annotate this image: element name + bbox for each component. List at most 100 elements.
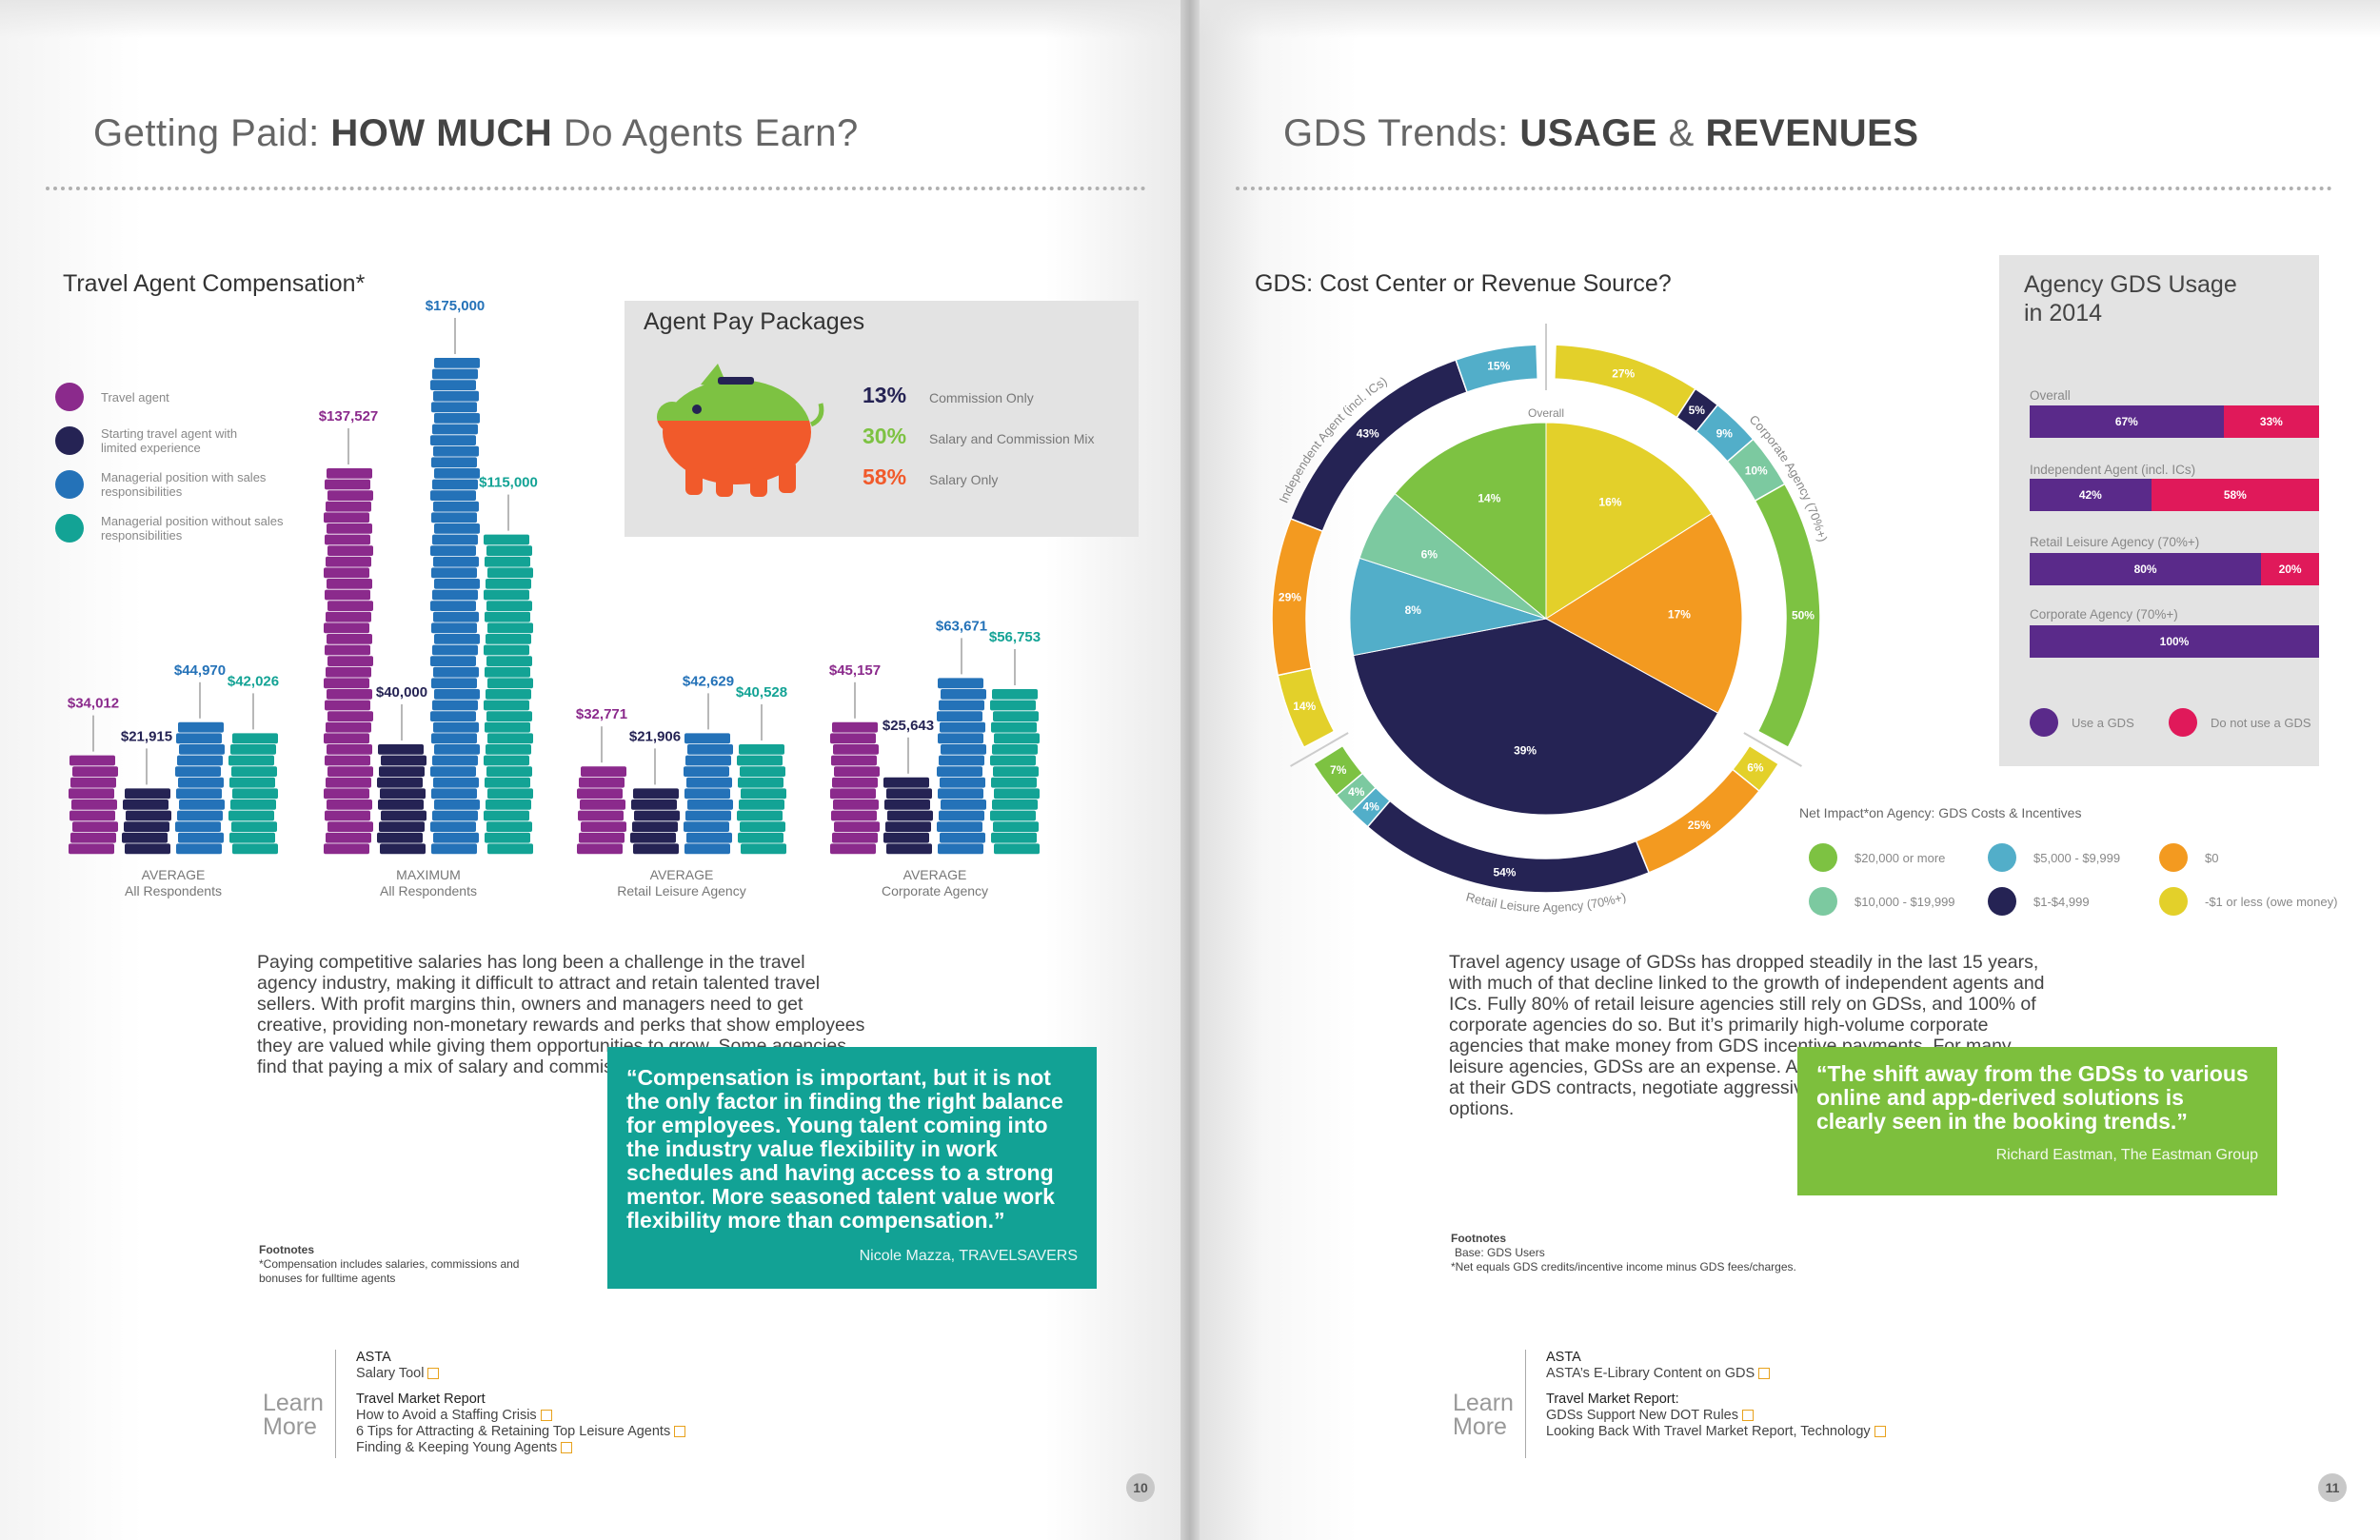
compensation-title: Travel Agent Compensation* [63, 270, 366, 297]
coin [578, 810, 624, 821]
coin [486, 601, 532, 611]
coin [381, 810, 426, 821]
link-young-agents[interactable]: Finding & Keeping Young Agents [356, 1440, 685, 1456]
coin [581, 766, 626, 777]
coin [684, 821, 729, 832]
bar-value-label: $25,643 [883, 718, 934, 734]
bar-0-3 [830, 721, 880, 855]
usage-legend-not: Do not use a GDS [2169, 708, 2311, 737]
coin [231, 821, 277, 832]
ring-slice-label: 54% [1493, 865, 1516, 879]
net-legend-20000: $20,000 or more [1809, 843, 1945, 872]
link-looking-back[interactable]: Looking Back With Travel Market Report, … [1546, 1424, 1886, 1440]
link-elibrary-gds[interactable]: ASTA’s E-Library Content on GDS [1546, 1366, 1886, 1382]
legend-label: Travel agent [101, 389, 169, 405]
legend-dot [2169, 708, 2197, 737]
coin [430, 711, 476, 721]
coin [377, 777, 423, 788]
right-quote-box: “The shift away from the GDSs to various… [1797, 1047, 2277, 1195]
bar-3-1 [484, 534, 533, 855]
coin [69, 755, 115, 766]
ring-slice [1366, 800, 1651, 894]
legend-dot [55, 426, 84, 455]
coin [834, 766, 880, 777]
ring-slice-label: 7% [1330, 763, 1347, 777]
usage-bar-independent: 42% 58% [2030, 479, 2319, 511]
ring-slice-label: 9% [1716, 427, 1734, 441]
coin [434, 523, 480, 534]
coin [228, 810, 274, 821]
coin [741, 788, 786, 800]
pay-pct: 13% [863, 383, 907, 407]
legend-label: $10,000 - $19,999 [1854, 894, 1955, 909]
external-link-icon [561, 1442, 573, 1454]
left-body-text: Paying competitive salaries has long bee… [257, 952, 865, 1077]
bar-value-label: $42,629 [683, 673, 734, 689]
category-label: All Respondents [125, 883, 222, 898]
footnote-text: *Compensation includes salaries, commiss… [259, 1257, 520, 1285]
coin [992, 744, 1038, 755]
link-staffing-crisis[interactable]: How to Avoid a Staffing Crisis [356, 1408, 685, 1424]
right-body-text: Travel agency usage of GDSs has dropped … [1449, 952, 2045, 1119]
coin [991, 777, 1037, 788]
coin [831, 755, 877, 766]
footnote-text: *Net equals GDS credits/incentive income… [1451, 1260, 1796, 1273]
bar-3-0 [228, 733, 278, 855]
coin [486, 634, 531, 644]
coin [686, 832, 732, 843]
coin [325, 589, 370, 601]
coin [485, 666, 530, 678]
coin [432, 368, 478, 380]
bar-value-label: $40,528 [736, 684, 787, 701]
link-top-leisure-agents[interactable]: 6 Tips for Attracting & Retaining Top Le… [356, 1424, 686, 1440]
coin [991, 832, 1037, 843]
coin [325, 644, 370, 656]
inner-slice-label: 16% [1598, 495, 1621, 508]
coin [484, 589, 529, 601]
coin [741, 843, 786, 855]
coin [938, 843, 983, 855]
link-salary-tool[interactable]: Salary Tool [356, 1366, 685, 1382]
piggy-bank-icon [657, 364, 824, 497]
coin [327, 800, 372, 810]
category-label: AVERAGE [903, 867, 967, 882]
link-dot-rules[interactable]: GDSs Support New DOT Rules [1546, 1408, 1886, 1424]
coin [487, 678, 533, 689]
coin [630, 832, 676, 843]
legend-dot [55, 514, 84, 543]
legend-dot [55, 383, 84, 411]
coin [326, 611, 371, 622]
legend-label: Managerial position without sales respon… [101, 514, 284, 543]
coin [684, 733, 730, 744]
coin [485, 721, 530, 733]
gds-donut-chart: 16% 17% 39% 8% 6% 14% Overall 27% 5% 9% 10% 50% 6% 25… [1271, 324, 1831, 915]
coin [685, 810, 731, 821]
usage-seg-not: 33% [2223, 405, 2319, 438]
coin [70, 777, 116, 788]
external-link-icon [540, 1410, 552, 1422]
pay-label: Salary Only [929, 472, 999, 487]
learn-divider [1525, 1350, 1526, 1458]
coin [486, 800, 531, 810]
external-link-icon [427, 1368, 440, 1380]
coin [486, 579, 531, 589]
coin [432, 755, 478, 766]
learn-more-word: Learn [1453, 1390, 1514, 1416]
ring-divider [1290, 732, 1349, 767]
coin [431, 567, 477, 579]
coin [434, 468, 480, 479]
learn-more-word: More [263, 1413, 317, 1440]
usage-bar-corporate: 100% [2030, 625, 2319, 658]
coin [327, 821, 373, 832]
coin [327, 689, 372, 700]
coin [990, 700, 1036, 711]
ring-divider [1743, 732, 1802, 767]
usage-title: Agency GDS Usage in 2014 [2024, 271, 2237, 326]
coin [69, 843, 114, 855]
right-footnotes: Footnotes Base: GDS Users *Net equals GD… [1451, 1232, 1889, 1274]
coin [327, 490, 373, 501]
coin [69, 810, 115, 821]
ring-slice-label: 14% [1293, 700, 1316, 713]
pay-pct: 58% [863, 464, 907, 489]
legend-label: $20,000 or more [1854, 850, 1946, 865]
